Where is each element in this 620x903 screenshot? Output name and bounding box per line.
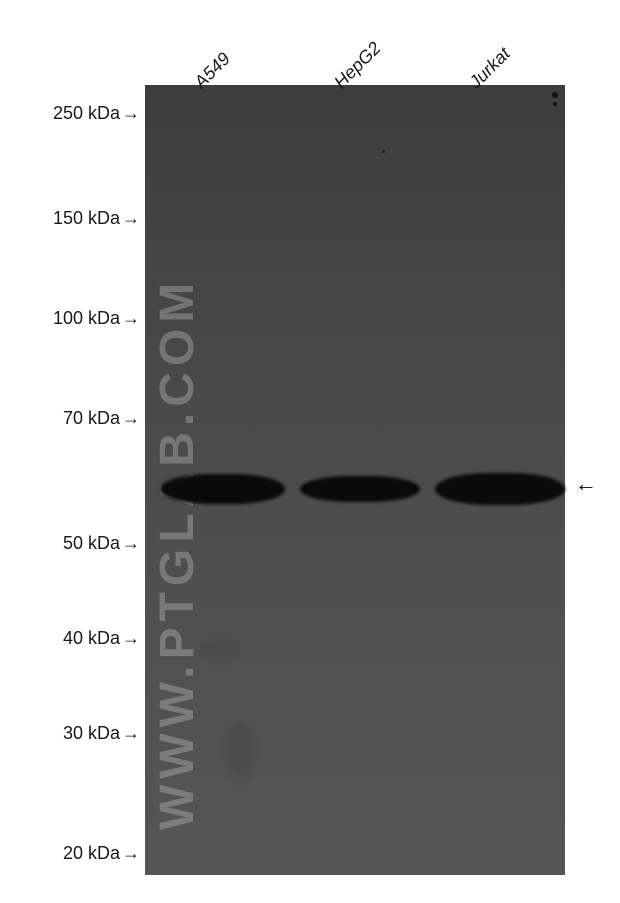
marker-label: 40 kDa→ xyxy=(10,628,140,649)
protein-band xyxy=(435,473,565,505)
protein-band xyxy=(160,474,285,504)
marker-arrow-glyph: → xyxy=(122,308,140,329)
marker-text: 150 kDa xyxy=(53,208,120,229)
marker-arrow-glyph: → xyxy=(122,408,140,429)
marker-text: 40 kDa xyxy=(63,628,120,649)
marker-text: 250 kDa xyxy=(53,103,120,124)
marker-text: 30 kDa xyxy=(63,723,120,744)
protein-band xyxy=(300,476,420,502)
marker-label: 250 kDa→ xyxy=(10,103,140,124)
marker-arrow-glyph: → xyxy=(122,103,140,124)
marker-arrow-glyph: → xyxy=(122,533,140,554)
blot-speck xyxy=(553,102,557,106)
marker-arrow-glyph: → xyxy=(122,723,140,744)
marker-label: 20 kDa→ xyxy=(10,843,140,864)
marker-text: 100 kDa xyxy=(53,308,120,329)
marker-label: 150 kDa→ xyxy=(10,208,140,229)
marker-label: 30 kDa→ xyxy=(10,723,140,744)
marker-arrow-glyph: → xyxy=(122,843,140,864)
marker-text: 50 kDa xyxy=(63,533,120,554)
marker-arrow-glyph: → xyxy=(122,628,140,649)
blot-smudge xyxy=(225,720,255,780)
marker-label: 50 kDa→ xyxy=(10,533,140,554)
marker-label: 100 kDa→ xyxy=(10,308,140,329)
marker-text: 70 kDa xyxy=(63,408,120,429)
blot-speck xyxy=(552,92,558,98)
marker-text: 20 kDa xyxy=(63,843,120,864)
blot-smudge xyxy=(200,640,240,660)
blot-speck xyxy=(382,150,385,153)
marker-arrow-glyph: → xyxy=(122,208,140,229)
marker-label: 70 kDa→ xyxy=(10,408,140,429)
